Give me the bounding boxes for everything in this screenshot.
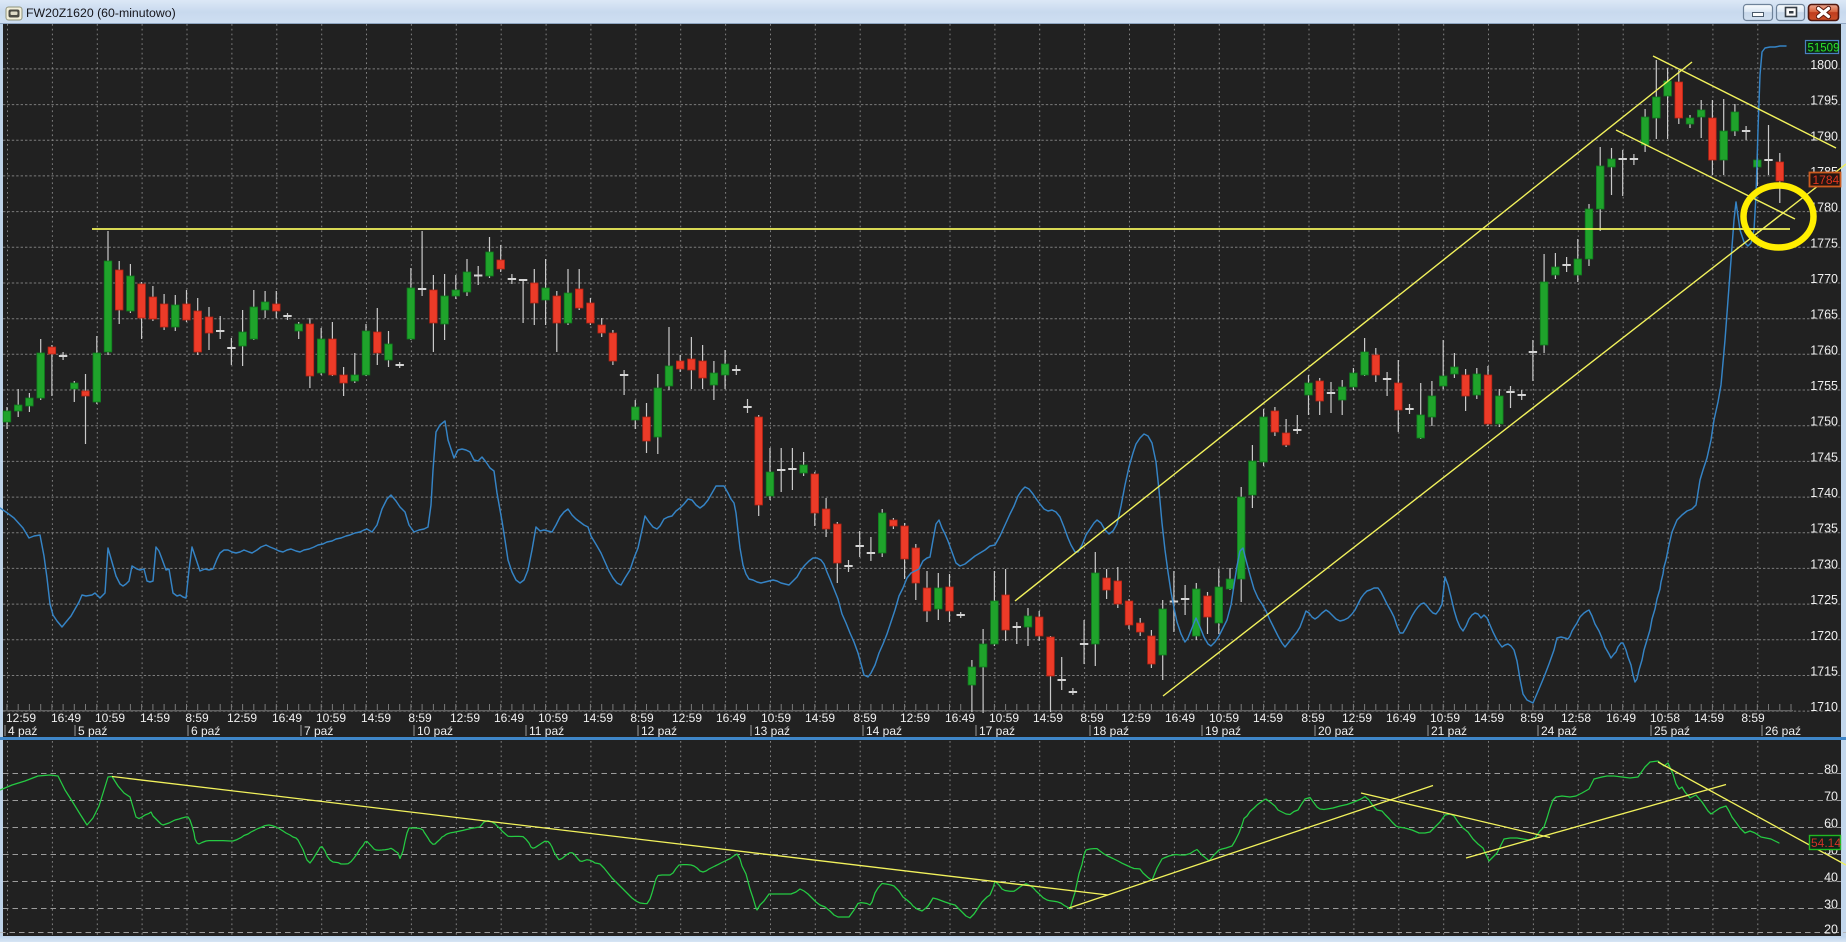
svg-text:16:49: 16:49 <box>945 711 975 725</box>
svg-text:12:58: 12:58 <box>1561 711 1591 725</box>
svg-text:1745: 1745 <box>1810 450 1838 464</box>
svg-text:12:59: 12:59 <box>672 711 702 725</box>
svg-text:14:59: 14:59 <box>1694 711 1724 725</box>
svg-text:12 paź: 12 paź <box>641 724 677 738</box>
svg-text:12:59: 12:59 <box>450 711 480 725</box>
svg-text:8:59: 8:59 <box>1301 711 1325 725</box>
svg-text:8:59: 8:59 <box>185 711 209 725</box>
svg-text:1795: 1795 <box>1810 94 1838 108</box>
svg-text:FW20Z1620 (60-minutowo): FW20Z1620 (60-minutowo) <box>26 6 176 20</box>
svg-text:16:49: 16:49 <box>51 711 81 725</box>
svg-text:12:59: 12:59 <box>900 711 930 725</box>
svg-text:10:59: 10:59 <box>1209 711 1239 725</box>
svg-text:21 paź: 21 paź <box>1431 724 1467 738</box>
svg-text:10:59: 10:59 <box>316 711 346 725</box>
svg-text:14:59: 14:59 <box>140 711 170 725</box>
svg-text:1730: 1730 <box>1810 557 1838 571</box>
svg-text:8:59: 8:59 <box>1080 711 1104 725</box>
svg-text:10:58: 10:58 <box>1650 711 1680 725</box>
svg-text:16:49: 16:49 <box>494 711 524 725</box>
svg-text:40: 40 <box>1824 871 1838 885</box>
svg-text:1710: 1710 <box>1810 700 1838 714</box>
svg-text:18 paź: 18 paź <box>1093 724 1129 738</box>
svg-text:4 paź: 4 paź <box>8 724 37 738</box>
svg-text:1750: 1750 <box>1810 415 1838 429</box>
svg-text:8:59: 8:59 <box>1520 711 1544 725</box>
svg-text:12:59: 12:59 <box>1121 711 1151 725</box>
svg-text:16:49: 16:49 <box>1165 711 1195 725</box>
svg-text:6 paź: 6 paź <box>191 724 220 738</box>
svg-text:80: 80 <box>1824 763 1838 777</box>
svg-text:17 paź: 17 paź <box>979 724 1015 738</box>
svg-text:8:59: 8:59 <box>630 711 654 725</box>
svg-text:14:59: 14:59 <box>1033 711 1063 725</box>
svg-text:70: 70 <box>1824 790 1838 804</box>
svg-text:60: 60 <box>1824 817 1838 831</box>
svg-text:16:49: 16:49 <box>272 711 302 725</box>
svg-text:10:59: 10:59 <box>989 711 1019 725</box>
svg-text:1715: 1715 <box>1810 665 1838 679</box>
svg-text:30: 30 <box>1824 898 1838 912</box>
svg-text:14:59: 14:59 <box>1253 711 1283 725</box>
svg-text:1765: 1765 <box>1810 308 1838 322</box>
svg-text:14 paź: 14 paź <box>866 724 902 738</box>
svg-text:8:59: 8:59 <box>1741 711 1765 725</box>
svg-text:5 paź: 5 paź <box>78 724 107 738</box>
svg-text:1780: 1780 <box>1810 201 1838 215</box>
svg-text:13 paź: 13 paź <box>754 724 790 738</box>
svg-text:20: 20 <box>1824 923 1838 937</box>
svg-text:1775: 1775 <box>1810 236 1838 250</box>
svg-text:7 paź: 7 paź <box>304 724 333 738</box>
svg-text:10:59: 10:59 <box>538 711 568 725</box>
svg-text:20 paź: 20 paź <box>1318 724 1354 738</box>
svg-text:10:59: 10:59 <box>761 711 791 725</box>
svg-text:14:59: 14:59 <box>583 711 613 725</box>
svg-text:10 paź: 10 paź <box>417 724 453 738</box>
svg-text:26 paź: 26 paź <box>1765 724 1801 738</box>
svg-text:1790: 1790 <box>1810 129 1838 143</box>
svg-text:16:49: 16:49 <box>1386 711 1416 725</box>
svg-text:16:49: 16:49 <box>716 711 746 725</box>
svg-text:1720: 1720 <box>1810 629 1838 643</box>
svg-text:19 paź: 19 paź <box>1205 724 1241 738</box>
svg-text:51509: 51509 <box>1808 43 1840 55</box>
svg-text:12:59: 12:59 <box>6 711 36 725</box>
svg-text:14:59: 14:59 <box>805 711 835 725</box>
svg-text:16:49: 16:49 <box>1606 711 1636 725</box>
svg-text:12:59: 12:59 <box>227 711 257 725</box>
svg-text:1770: 1770 <box>1810 272 1838 286</box>
svg-text:12:59: 12:59 <box>1342 711 1372 725</box>
svg-text:1760: 1760 <box>1810 343 1838 357</box>
svg-text:1755: 1755 <box>1810 379 1838 393</box>
svg-text:8:59: 8:59 <box>408 711 432 725</box>
svg-text:54.14: 54.14 <box>1811 836 1841 850</box>
svg-text:8:59: 8:59 <box>853 711 877 725</box>
svg-text:10:59: 10:59 <box>1430 711 1460 725</box>
svg-text:1725: 1725 <box>1810 593 1838 607</box>
svg-text:1735: 1735 <box>1810 522 1838 536</box>
svg-text:10:59: 10:59 <box>95 711 125 725</box>
svg-text:1784: 1784 <box>1813 173 1840 187</box>
svg-text:1740: 1740 <box>1810 486 1838 500</box>
svg-text:25 paź: 25 paź <box>1654 724 1690 738</box>
svg-text:24 paź: 24 paź <box>1541 724 1577 738</box>
svg-text:11 paź: 11 paź <box>529 724 564 738</box>
svg-text:14:59: 14:59 <box>361 711 391 725</box>
svg-text:1800: 1800 <box>1810 58 1838 72</box>
svg-text:14:59: 14:59 <box>1474 711 1504 725</box>
